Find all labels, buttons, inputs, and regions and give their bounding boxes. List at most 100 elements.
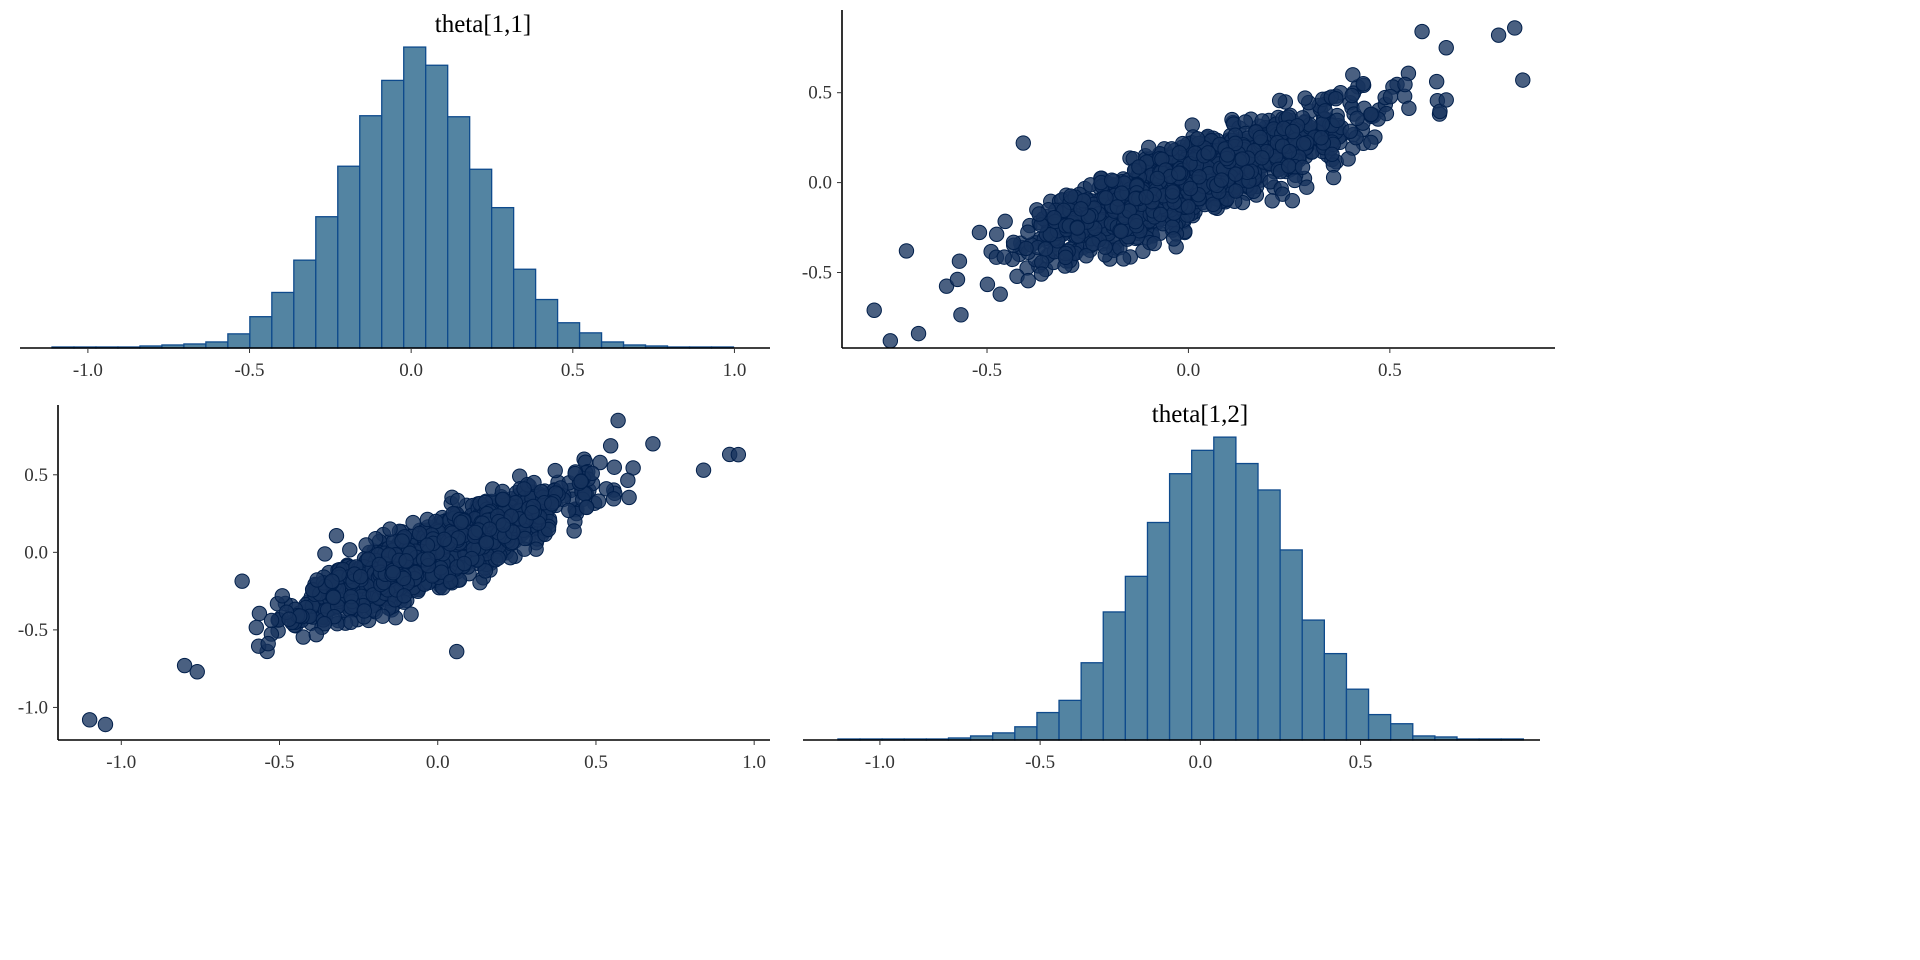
x-tick-label: -0.5	[234, 360, 264, 381]
scatter-point	[442, 573, 459, 590]
scatter-point	[979, 276, 996, 293]
histogram-bar	[512, 268, 537, 349]
scatter-point	[436, 531, 452, 548]
scatter-point	[1344, 87, 1360, 104]
scatter-point	[610, 412, 626, 429]
histogram-bar	[1367, 713, 1392, 741]
scatter-point	[882, 333, 899, 349]
scatter-point	[1438, 92, 1454, 108]
histogram-bar	[491, 206, 515, 349]
scatter-point	[295, 629, 311, 645]
histogram-bar	[1301, 619, 1325, 741]
scatter-point	[1345, 67, 1361, 83]
scatter-point	[1213, 172, 1230, 188]
scatter-point	[1297, 90, 1313, 106]
scatter-point	[544, 496, 560, 512]
scatter-point	[1098, 190, 1114, 206]
scatter-point	[620, 472, 636, 489]
scatter-point	[592, 454, 608, 471]
scatter-point	[1262, 174, 1278, 190]
scatter-point	[1104, 172, 1120, 188]
histogram-bar	[1213, 436, 1237, 741]
scatter-point	[1438, 40, 1454, 56]
scatter-point	[1234, 151, 1250, 167]
scatter-point	[1046, 209, 1062, 226]
scatter-point	[898, 243, 915, 259]
scatter-point	[1078, 248, 1094, 264]
scatter-point	[343, 614, 359, 631]
scatter-point	[1515, 72, 1531, 88]
scatter-point	[524, 504, 540, 521]
histogram-bar	[556, 322, 581, 349]
histogram-bar	[1257, 489, 1281, 741]
scatter-point	[1191, 169, 1207, 185]
scatter-point	[910, 325, 927, 342]
histogram-bar	[469, 168, 493, 349]
histogram-bar	[293, 259, 317, 349]
scatter-point	[584, 465, 600, 482]
scatter-point	[449, 643, 465, 660]
x-tick-label: 0.5	[1349, 752, 1373, 773]
scatter-point	[1296, 135, 1312, 152]
histogram-bar	[425, 64, 449, 349]
x-tick-label: 0.5	[1378, 360, 1402, 381]
scatter-point	[1180, 199, 1197, 215]
scatter-point	[1414, 23, 1430, 40]
scatter-point	[420, 551, 436, 567]
y-tick-label: -0.5	[802, 262, 832, 283]
scatter-point	[516, 481, 532, 497]
scatter-point	[81, 712, 98, 728]
scatter-point	[621, 489, 637, 506]
scatter-point	[507, 494, 524, 511]
scatter-point	[566, 523, 582, 539]
y-tick-label: 0.0	[808, 173, 832, 194]
panel-scatter-top-right: -0.5 0.0 0.5 -0.5 0.0 0.5	[802, 10, 1555, 381]
scatter-point	[328, 527, 345, 544]
scatter-point	[971, 224, 988, 241]
histogram-bar	[205, 341, 229, 349]
scatter-point	[1284, 192, 1301, 209]
scatter-point	[1073, 201, 1089, 217]
scatter-point	[992, 286, 1008, 302]
scatter-point	[309, 572, 325, 588]
scatter-point	[478, 535, 495, 551]
scatter-point	[248, 619, 264, 636]
scatter-point	[1018, 240, 1034, 257]
y-tick-label: 0.5	[24, 465, 48, 486]
scatter-point	[358, 537, 374, 553]
scatter-point	[573, 473, 589, 490]
scatter-point	[866, 302, 882, 318]
scatter-point	[396, 588, 412, 604]
scatter-point	[730, 446, 747, 463]
scatter-point	[453, 514, 469, 531]
y-tick-label: 0.5	[808, 83, 832, 104]
panel-title: theta[1,1]	[435, 11, 531, 38]
histogram-bar	[227, 333, 251, 349]
scatter-point	[1205, 196, 1221, 213]
scatter-point	[1227, 166, 1244, 182]
scatter-point	[97, 716, 114, 733]
scatter-point	[1355, 76, 1371, 92]
scatter-point	[1149, 170, 1166, 187]
scatter-point	[602, 438, 619, 454]
scatter-point	[176, 657, 193, 674]
histogram-bar	[992, 732, 1016, 741]
scatter-point	[433, 564, 450, 580]
histogram-bar	[534, 298, 559, 349]
scatter-point	[1328, 90, 1344, 107]
scatter-point	[1507, 20, 1523, 36]
scatter-point	[281, 611, 297, 627]
scatter-point	[317, 546, 333, 562]
scatter-point	[428, 513, 444, 530]
scatter-point	[324, 573, 340, 589]
x-tick-label: 0.0	[1177, 360, 1201, 381]
y-tick-label: -1.0	[18, 697, 48, 718]
scatter-point	[1397, 76, 1413, 93]
histogram-bar	[403, 46, 427, 349]
histogram-bar	[1014, 726, 1038, 741]
x-tick-label: 1.0	[723, 360, 747, 381]
scatter-point	[1313, 130, 1329, 146]
x-tick-label: -0.5	[1025, 752, 1055, 773]
scatter-point	[343, 599, 360, 616]
